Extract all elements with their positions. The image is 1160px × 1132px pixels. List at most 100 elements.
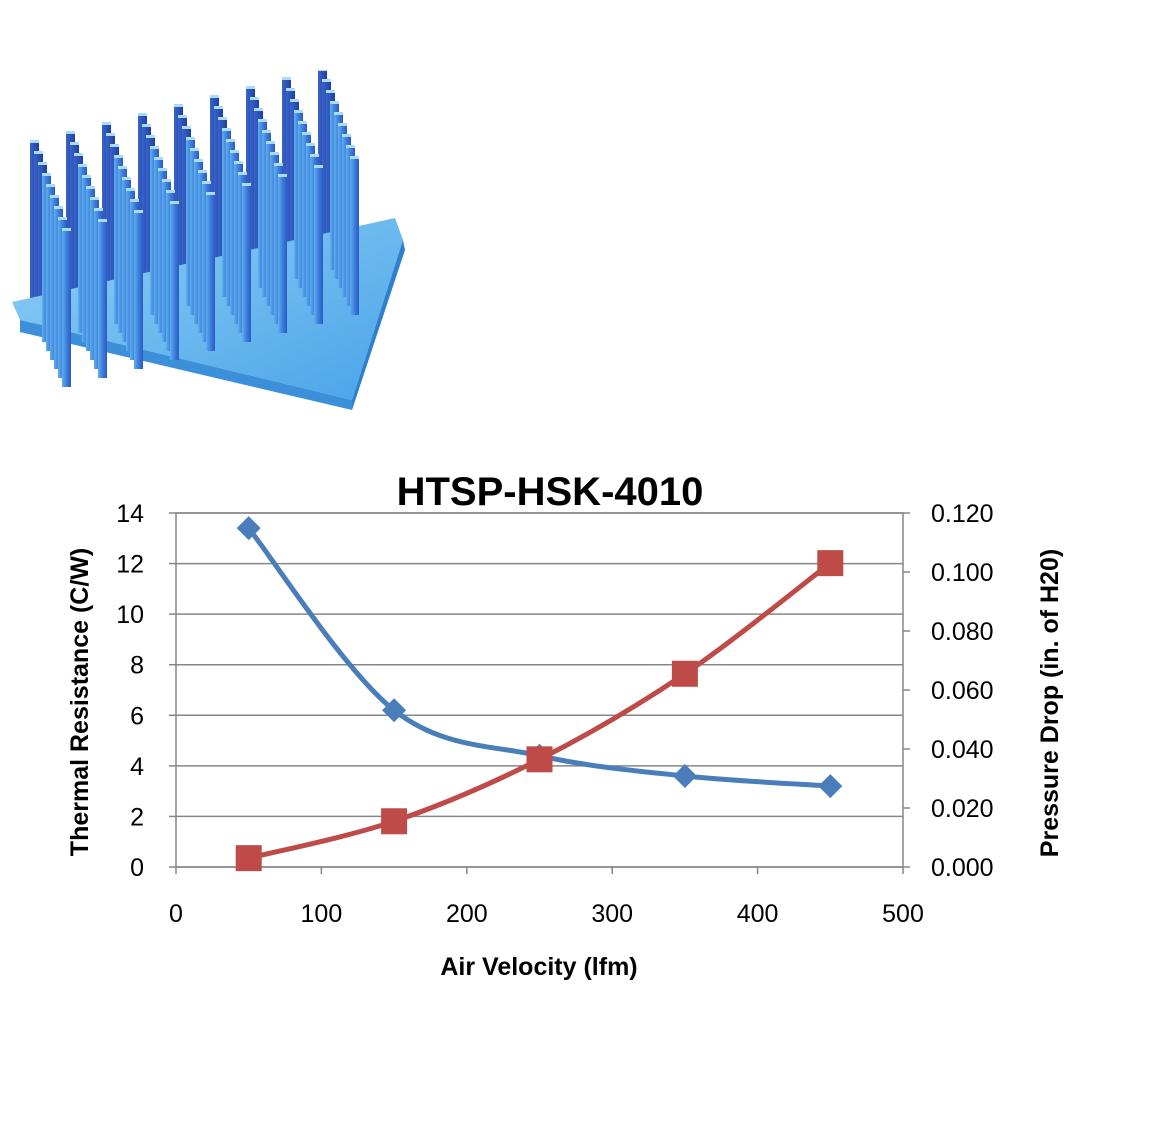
heatsink-pin-top bbox=[86, 186, 95, 189]
y-tick-label: 10 bbox=[116, 601, 144, 629]
pressure-drop-point bbox=[235, 845, 262, 872]
heatsink-pin-top bbox=[238, 172, 247, 175]
heatsink-pin-top bbox=[54, 206, 63, 209]
heatsink-pin-top bbox=[110, 144, 119, 147]
x-tick-label: 0 bbox=[169, 900, 183, 928]
heatsink-pin-top bbox=[154, 157, 163, 160]
heatsink-pin-top bbox=[38, 162, 47, 165]
heatsink-pin-top bbox=[326, 90, 335, 93]
heatsink-pin-top bbox=[298, 121, 307, 124]
heatsink-pin bbox=[62, 228, 71, 387]
heatsink-pin-top bbox=[262, 130, 271, 133]
heatsink-pin-top bbox=[98, 219, 107, 222]
y-tick-label: 6 bbox=[130, 702, 144, 730]
heatsink-pin-top bbox=[318, 70, 327, 71]
heatsink-pin-top bbox=[142, 124, 151, 127]
heatsink-pin-top bbox=[338, 123, 347, 126]
heatsink-pin-top bbox=[78, 164, 87, 167]
heatsink-pin-top bbox=[334, 112, 343, 115]
heatsink-pin-top bbox=[202, 181, 211, 184]
heatsink-pin-top bbox=[254, 108, 263, 111]
y-axis-title: Thermal Resistance (C/W) bbox=[66, 548, 94, 856]
heatsink-pin-top bbox=[170, 201, 179, 204]
heatsink-pin-top bbox=[162, 179, 171, 182]
heatsink-pin bbox=[134, 210, 143, 369]
heatsink-pin-top bbox=[186, 137, 195, 140]
x-tick-label: 400 bbox=[737, 900, 779, 928]
thermal-pressure-chart: HTSP-HSK-4010 0 100 200 300 400 500 0 2 4 6 8 10 12… bbox=[66, 470, 1064, 981]
heatsink-pin-top bbox=[234, 161, 243, 164]
heatsink-pin-top bbox=[194, 159, 203, 162]
heatsink-pin bbox=[206, 192, 215, 351]
heatsink-pin-top bbox=[314, 165, 323, 168]
heatsink-pin-top bbox=[322, 79, 331, 82]
heatsink-pin-top bbox=[102, 122, 111, 125]
heatsink-pin-top bbox=[122, 177, 131, 180]
y2-tick-label: 0.080 bbox=[931, 618, 994, 646]
heatsink-pin-top bbox=[166, 190, 175, 193]
heatsink-pin-top bbox=[90, 197, 99, 200]
heatsink-pin-top bbox=[146, 135, 155, 138]
heatsink-pin-top bbox=[218, 117, 227, 120]
plot-area-border bbox=[175, 512, 904, 868]
heatsink-pin-top bbox=[150, 146, 159, 149]
heatsink-pin-top bbox=[294, 110, 303, 113]
y-tick-label: 2 bbox=[130, 803, 144, 831]
heatsink-pin-top bbox=[174, 104, 183, 107]
pressure-drop-point bbox=[671, 660, 698, 687]
heatsink-pin bbox=[242, 183, 251, 342]
heatsink-pin-top bbox=[46, 184, 55, 187]
heatsink-pin-top bbox=[258, 119, 267, 122]
y-tick-label: 12 bbox=[116, 551, 144, 579]
y-tick-label: 4 bbox=[130, 753, 144, 781]
y2-tick-label: 0.060 bbox=[931, 677, 994, 705]
heatsink-pin-top bbox=[350, 156, 359, 159]
heatsink-pin bbox=[350, 156, 359, 315]
heatsink-pin-top bbox=[250, 97, 259, 100]
heatsink-pin-top bbox=[290, 99, 299, 102]
heatsink-pin-top bbox=[230, 150, 239, 153]
heatsink-pin bbox=[170, 201, 179, 360]
x-tick-label: 100 bbox=[301, 900, 343, 928]
heatsink-pin-top bbox=[310, 154, 319, 157]
heatsink-pin-top bbox=[342, 134, 351, 137]
heatsink-pin-top bbox=[134, 210, 143, 213]
heatsink-pin-top bbox=[138, 113, 147, 116]
heatsink-pin-top bbox=[178, 115, 187, 118]
heatsink-pin-top bbox=[214, 106, 223, 109]
y2-tick-label: 0.000 bbox=[931, 854, 994, 882]
heatsink-pin-top bbox=[74, 153, 83, 156]
pin-fin-heatsink-icon bbox=[12, 70, 405, 410]
pressure-drop-point bbox=[381, 808, 408, 835]
heatsink-pin-top bbox=[266, 141, 275, 144]
thermal-resistance-point bbox=[382, 698, 407, 723]
pressure-drop-point bbox=[526, 746, 553, 773]
heatsink-pin-top bbox=[94, 208, 103, 211]
heatsink-pin-top bbox=[226, 139, 235, 142]
y-tick-label: 0 bbox=[130, 854, 144, 882]
y-axis-ticks: 0 2 4 6 8 10 12 14 bbox=[116, 500, 176, 882]
chart-title: HTSP-HSK-4010 bbox=[397, 470, 704, 514]
heatsink-pin bbox=[278, 174, 287, 333]
thermal-resistance-point bbox=[672, 763, 697, 788]
heatsink-pin-top bbox=[126, 188, 135, 191]
pressure-drop-point bbox=[817, 550, 844, 577]
heatsink-pin-top bbox=[222, 128, 231, 131]
pressure-drop-line bbox=[246, 560, 833, 861]
heatsink-pin-top bbox=[198, 170, 207, 173]
heatsink-pin-top bbox=[130, 199, 139, 202]
y-tick-label: 14 bbox=[116, 500, 144, 528]
thermal-resistance-point bbox=[818, 774, 843, 799]
heatsink-pin-top bbox=[50, 195, 59, 198]
heatsink-pin-top bbox=[346, 145, 355, 148]
y2-tick-label: 0.020 bbox=[931, 795, 994, 823]
heatsink-pin-top bbox=[82, 175, 91, 178]
heatsink-pin-top bbox=[286, 88, 295, 91]
heatsink-pin-top bbox=[306, 143, 315, 146]
heatsink-pin-top bbox=[330, 101, 339, 104]
heatsink-pin bbox=[314, 165, 323, 324]
x-axis-title: Air Velocity (lfm) bbox=[440, 953, 637, 981]
heatsink-pin-top bbox=[182, 126, 191, 129]
x-axis-ticks: 0 100 200 300 400 500 bbox=[169, 867, 924, 928]
heatsink-pin-top bbox=[106, 133, 115, 136]
